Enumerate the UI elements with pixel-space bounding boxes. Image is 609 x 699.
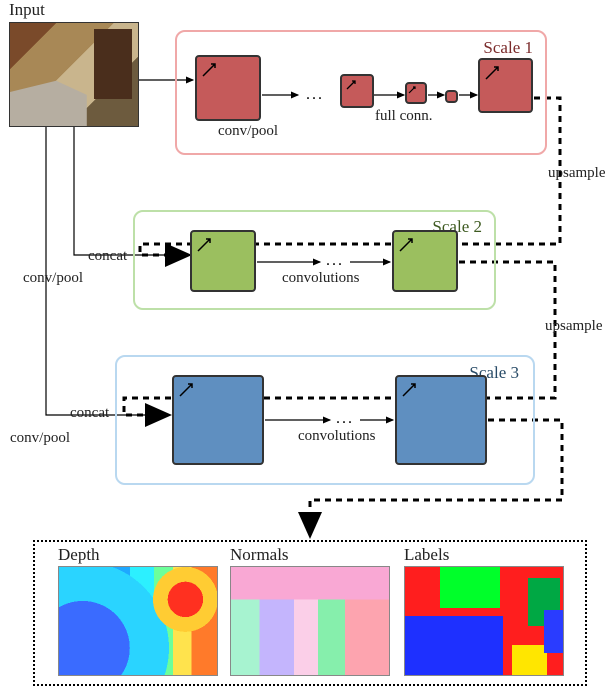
- output-normals-title: Normals: [230, 545, 289, 565]
- scale1-block-4: [445, 90, 458, 103]
- scale1-block-5: [478, 58, 533, 113]
- scale1-block-1: [195, 55, 261, 121]
- output-labels-title: Labels: [404, 545, 449, 565]
- convpool-label-2: conv/pool: [23, 270, 83, 287]
- scale1-title: Scale 1: [483, 38, 533, 58]
- scale3-dots: ...: [336, 410, 354, 428]
- concat-label-2: concat: [70, 405, 109, 422]
- input-image: [9, 22, 139, 127]
- scale3-convolutions-label: convolutions: [298, 428, 376, 445]
- output-labels-image: [404, 566, 564, 676]
- scale2-block-2: [392, 230, 458, 292]
- diagram-canvas: Input Scale 1 conv/pool ... full conn. u…: [0, 0, 609, 699]
- scale1-block-3: [405, 82, 427, 104]
- scale3-block-2: [395, 375, 487, 465]
- output-depth-image: [58, 566, 218, 676]
- scale1-convpool-label: conv/pool: [218, 123, 278, 140]
- output-normals-image: [230, 566, 390, 676]
- scale3-block-1: [172, 375, 264, 465]
- input-label: Input: [9, 0, 45, 20]
- scale1-dots: ...: [306, 86, 324, 104]
- scale2-dots: ...: [326, 252, 344, 270]
- convpool-label-3: conv/pool: [10, 430, 70, 447]
- scale1-fullconn-label: full conn.: [375, 108, 433, 125]
- upsample-label-1: upsample: [548, 165, 606, 182]
- scale2-block-1: [190, 230, 256, 292]
- concat-label-1: concat: [88, 248, 127, 265]
- scale1-block-2: [340, 74, 374, 108]
- output-depth-title: Depth: [58, 545, 100, 565]
- scale2-convolutions-label: convolutions: [282, 270, 360, 287]
- upsample-label-2: upsample: [545, 318, 603, 335]
